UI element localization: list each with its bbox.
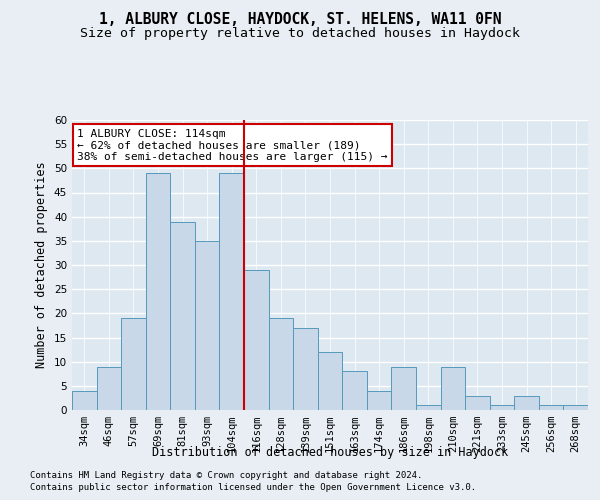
Text: Size of property relative to detached houses in Haydock: Size of property relative to detached ho…	[80, 28, 520, 40]
Bar	[391, 366, 416, 410]
Bar	[514, 396, 539, 410]
Bar	[342, 372, 367, 410]
Bar	[170, 222, 195, 410]
Bar	[440, 366, 465, 410]
Bar	[269, 318, 293, 410]
Bar	[121, 318, 146, 410]
Bar	[465, 396, 490, 410]
Text: 1, ALBURY CLOSE, HAYDOCK, ST. HELENS, WA11 0FN: 1, ALBURY CLOSE, HAYDOCK, ST. HELENS, WA…	[99, 12, 501, 28]
Bar	[195, 241, 220, 410]
Bar	[146, 173, 170, 410]
Bar	[244, 270, 269, 410]
Bar	[72, 390, 97, 410]
Bar	[490, 405, 514, 410]
Bar	[416, 405, 440, 410]
Bar	[220, 173, 244, 410]
Bar	[563, 405, 588, 410]
Y-axis label: Number of detached properties: Number of detached properties	[35, 162, 49, 368]
Bar	[539, 405, 563, 410]
Bar	[367, 390, 391, 410]
Bar	[293, 328, 318, 410]
Text: Contains public sector information licensed under the Open Government Licence v3: Contains public sector information licen…	[30, 484, 476, 492]
Text: 1 ALBURY CLOSE: 114sqm
← 62% of detached houses are smaller (189)
38% of semi-de: 1 ALBURY CLOSE: 114sqm ← 62% of detached…	[77, 128, 388, 162]
Text: Contains HM Land Registry data © Crown copyright and database right 2024.: Contains HM Land Registry data © Crown c…	[30, 471, 422, 480]
Bar	[97, 366, 121, 410]
Bar	[318, 352, 342, 410]
Text: Distribution of detached houses by size in Haydock: Distribution of detached houses by size …	[152, 446, 508, 459]
